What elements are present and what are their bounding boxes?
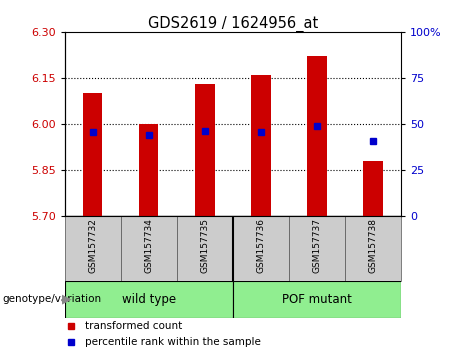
Bar	[233, 281, 401, 318]
Text: GSM157735: GSM157735	[200, 218, 209, 273]
Text: GSM157734: GSM157734	[144, 218, 153, 273]
Text: transformed count: transformed count	[85, 321, 182, 331]
Text: wild type: wild type	[122, 293, 176, 306]
Bar	[139, 124, 159, 216]
Bar	[251, 75, 271, 216]
Bar	[65, 216, 121, 281]
Bar	[363, 160, 383, 216]
Text: genotype/variation: genotype/variation	[2, 294, 101, 304]
Bar	[177, 216, 233, 281]
Text: GSM157736: GSM157736	[256, 218, 266, 273]
Bar	[233, 216, 289, 281]
Text: GSM157738: GSM157738	[368, 218, 378, 273]
Bar	[121, 216, 177, 281]
Bar	[195, 84, 214, 216]
Bar	[83, 93, 102, 216]
Bar	[345, 216, 401, 281]
Text: percentile rank within the sample: percentile rank within the sample	[85, 337, 260, 347]
Title: GDS2619 / 1624956_at: GDS2619 / 1624956_at	[148, 16, 318, 32]
Text: ▶: ▶	[62, 293, 72, 306]
Bar	[65, 281, 233, 318]
Bar	[307, 56, 327, 216]
Bar	[289, 216, 345, 281]
Text: GSM157732: GSM157732	[88, 218, 97, 273]
Text: GSM157737: GSM157737	[313, 218, 321, 273]
Text: POF mutant: POF mutant	[282, 293, 352, 306]
